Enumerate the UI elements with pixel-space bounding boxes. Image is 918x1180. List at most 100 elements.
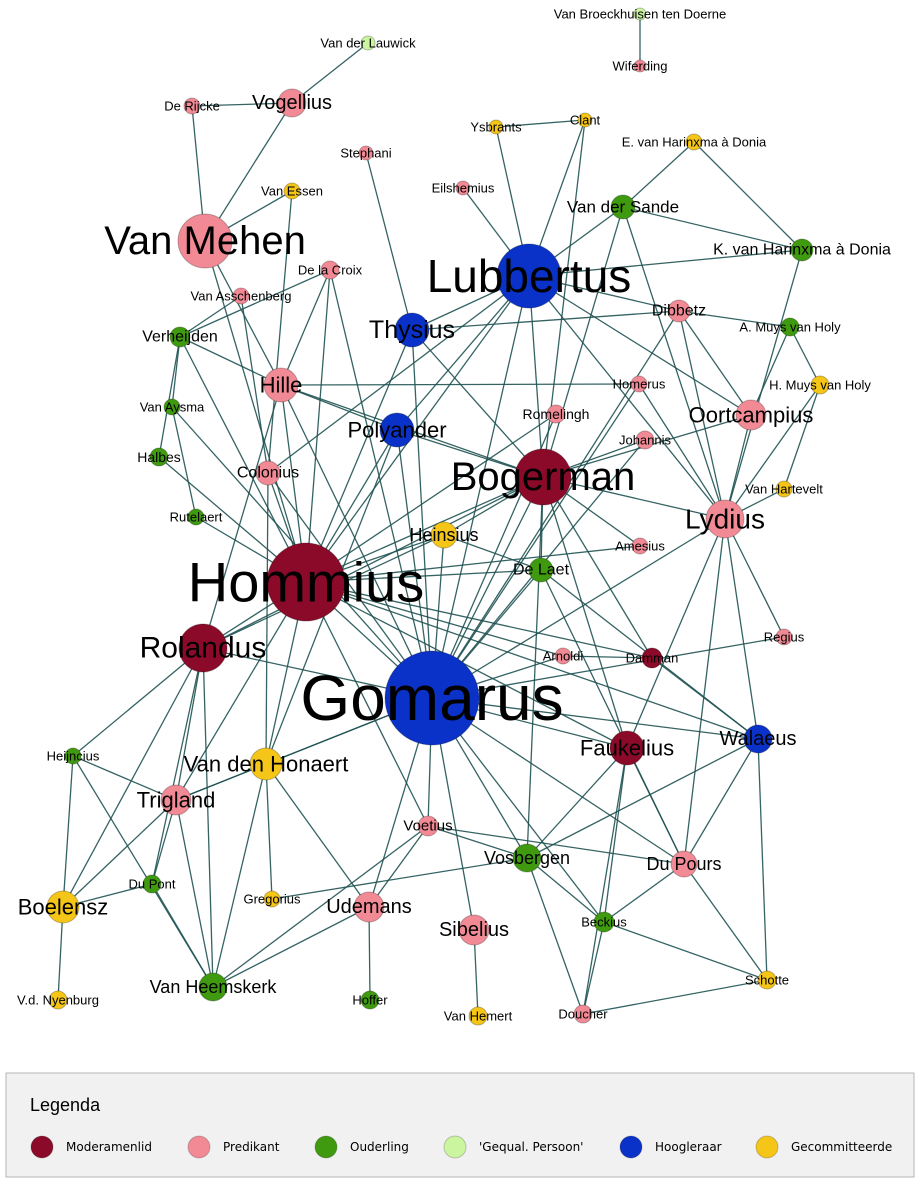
node-label: Regius [764, 630, 805, 645]
node [263, 890, 281, 908]
edge [267, 190, 293, 474]
node-label: Vosbergen [484, 848, 570, 868]
node [360, 990, 380, 1010]
node-label: Clant [570, 113, 601, 128]
edge [158, 336, 181, 458]
edge [431, 310, 680, 699]
node-label: Lydius [685, 504, 765, 535]
node-label: Schotte [745, 973, 789, 988]
node [577, 112, 593, 128]
node [514, 448, 572, 506]
edge [431, 383, 640, 699]
edge [305, 413, 557, 583]
node-label: Eilshemius [432, 181, 495, 196]
edge [204, 240, 307, 583]
edge [724, 518, 759, 740]
node-label: Walaeus [719, 728, 796, 750]
edge [202, 384, 282, 649]
node [610, 194, 636, 220]
node [633, 59, 647, 73]
node-label: Oortcampius [689, 403, 814, 428]
edge [431, 697, 759, 740]
edge [204, 102, 293, 242]
edge [305, 545, 641, 583]
node-label: Bogerman [451, 455, 636, 499]
node [743, 724, 773, 754]
node [384, 650, 480, 746]
node-label: Rutelaert [170, 510, 223, 525]
node [320, 260, 340, 280]
node [488, 119, 504, 135]
node-label: Van Heemskerk [150, 977, 278, 997]
node [360, 35, 376, 51]
edge [526, 857, 605, 923]
edge [329, 269, 433, 699]
edge [72, 647, 204, 757]
node-label: Damman [626, 651, 679, 666]
node-label: Hommius [188, 551, 424, 614]
node-label: Homerus [613, 377, 666, 392]
node-label: Trigland [137, 788, 216, 813]
edge [431, 275, 530, 699]
node [394, 312, 430, 348]
edge [62, 799, 177, 908]
node [780, 317, 800, 337]
edge [175, 581, 307, 801]
edge [175, 647, 204, 801]
edge [368, 825, 429, 908]
edge [528, 249, 803, 277]
edge [171, 406, 197, 518]
node-label: A. Muys van Holy [739, 320, 841, 335]
edge [724, 518, 785, 638]
edge [626, 518, 726, 749]
edge [280, 269, 331, 386]
edge [693, 141, 803, 251]
edge [603, 747, 628, 923]
node-label: Heinsius [409, 525, 478, 545]
edge [431, 697, 605, 923]
node-label: Polyander [347, 418, 446, 443]
node [512, 843, 542, 873]
node [775, 480, 793, 498]
edge [582, 747, 628, 1015]
node-label: Halbes [137, 449, 181, 465]
edge [750, 326, 791, 416]
node [48, 990, 68, 1010]
node [757, 970, 777, 990]
edge [280, 383, 640, 386]
edge [526, 857, 584, 1015]
edge [542, 476, 726, 520]
edge [62, 755, 74, 908]
edge [271, 857, 528, 900]
edge [280, 384, 398, 431]
edge [175, 763, 267, 801]
edge [724, 384, 821, 520]
edge [212, 825, 429, 988]
node-label: Romelingh [523, 406, 590, 422]
node [546, 404, 566, 424]
node-label: Van Asschenberg [191, 289, 292, 304]
node-label: Dibbetz [652, 303, 706, 320]
legend-title: Legenda [30, 1095, 101, 1115]
node-label: Du Pours [646, 854, 721, 874]
edge [305, 569, 542, 583]
edge [789, 326, 821, 386]
nodes [46, 7, 830, 1026]
legend-swatch [30, 1135, 54, 1159]
legend-swatch [187, 1135, 211, 1159]
edge [305, 476, 544, 583]
edge [443, 534, 542, 571]
node [705, 499, 745, 539]
edge [683, 518, 726, 865]
node-label: De Rijcke [164, 99, 220, 114]
edge [267, 275, 530, 474]
legend-label: Predikant [223, 1140, 280, 1154]
node-label: Hille [260, 373, 303, 398]
edge [622, 206, 803, 251]
node [232, 287, 250, 305]
node-label: Ysbrants [470, 120, 522, 135]
legend-label: Gecommitteerde [791, 1140, 892, 1154]
edge [202, 476, 544, 649]
legend: Legenda Moderamenlid Predikant Ouderling 'G… [5, 1072, 915, 1178]
